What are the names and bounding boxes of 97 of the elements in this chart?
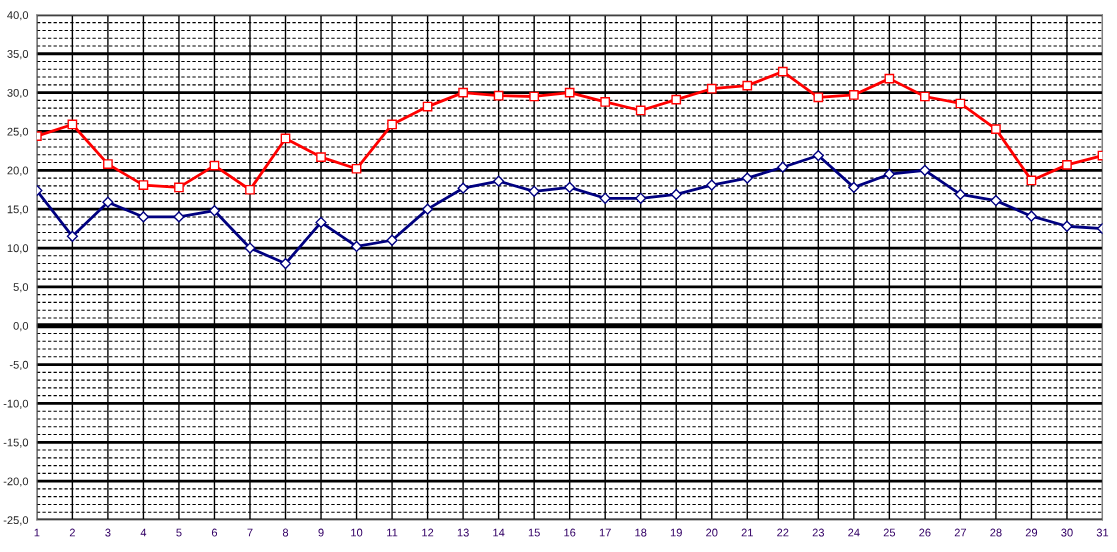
point [883,168,895,180]
x-tick-label: 23 [812,528,825,537]
point [670,188,682,201]
point [315,216,327,228]
x-tick-label: 17 [599,528,611,537]
point [599,192,611,204]
x-tick-label: 8 [282,528,289,537]
point [457,182,469,194]
point [848,90,859,100]
x-tick-label: 29 [1025,528,1038,537]
point [813,92,824,103]
point [386,234,398,246]
point [564,181,576,194]
y-tick-label: -10,0 [3,399,29,409]
x-tick-label: 16 [564,528,576,537]
y-tick-label: 25,0 [7,127,29,137]
y-tick-label: 35,0 [7,50,29,60]
point [421,203,434,215]
x-tick-label: 4 [140,528,147,537]
point [102,196,114,208]
y-tick-label: -15,0 [3,438,29,448]
point [635,105,646,116]
x-tick-label: 6 [211,528,218,537]
point [848,181,860,194]
x-tick-label: 9 [318,528,324,537]
point [493,90,504,101]
point [777,161,789,173]
point [920,91,930,102]
x-tick-label: 30 [1061,528,1073,537]
point [635,192,647,204]
point [209,160,220,171]
x-tick-label: 22 [777,528,789,537]
x-tick-label: 10 [351,528,363,537]
x-tick-label: 27 [954,528,967,537]
x-tick-label: 31 [1096,528,1109,537]
y-tick-label: -20,0 [3,477,29,487]
point [919,164,931,176]
x-tick-label: 13 [457,528,469,537]
point [173,211,185,223]
point [742,80,753,91]
x-tick-label: 7 [247,528,253,537]
point [208,205,221,217]
y-tick-label: 20,0 [7,166,29,176]
x-tick-label: 14 [493,528,505,537]
y-tick-label: 15,0 [7,205,29,215]
y-tick-label: 5,0 [13,283,29,293]
x-tick-label: 28 [990,528,1002,537]
point [564,87,575,98]
point [1061,220,1073,232]
point [137,211,150,223]
x-tick-label: 15 [528,528,540,537]
point [812,149,824,162]
y-tick-label: 30,0 [7,88,29,99]
x-tick-label: 1 [34,528,40,537]
point [706,179,718,191]
x-tick-label: 24 [848,528,860,537]
x-tick-label: 20 [706,528,718,537]
point [350,240,363,253]
x-tick-label: 19 [670,528,682,537]
point [1025,210,1038,222]
x-tick-label: 18 [635,528,647,537]
point [1062,160,1072,170]
y-tick-label: -5,0 [9,360,29,371]
point [954,188,967,201]
point [245,184,255,195]
point [991,124,1001,134]
point [671,94,682,105]
point [741,172,753,184]
x-tick-label: 21 [741,528,753,537]
point [528,185,540,197]
x-tick-label: 2 [69,528,75,537]
point [493,175,505,187]
point [529,91,540,102]
x-tick-label: 11 [387,528,398,537]
x-tick-label: 12 [422,528,434,537]
x-tick-label: 3 [105,528,111,537]
y-tick-label: 10,0 [7,244,29,254]
point [458,87,468,98]
point [884,73,895,84]
point [316,152,326,162]
point [103,159,113,169]
y-tick-label: 40,0 [7,11,29,21]
point [706,83,717,94]
y-tick-label: 0,0 [13,321,29,332]
point [387,119,397,130]
x-tick-label: 5 [176,528,182,537]
point [990,195,1002,207]
point [777,66,788,77]
point [66,230,78,242]
x-tick-label: 25 [883,528,896,537]
point [138,180,149,190]
point [174,182,184,193]
y-tick-label: -25,0 [3,516,29,526]
point [600,97,611,107]
point [279,257,292,270]
point [351,163,362,174]
x-tick-label: 26 [919,528,931,537]
